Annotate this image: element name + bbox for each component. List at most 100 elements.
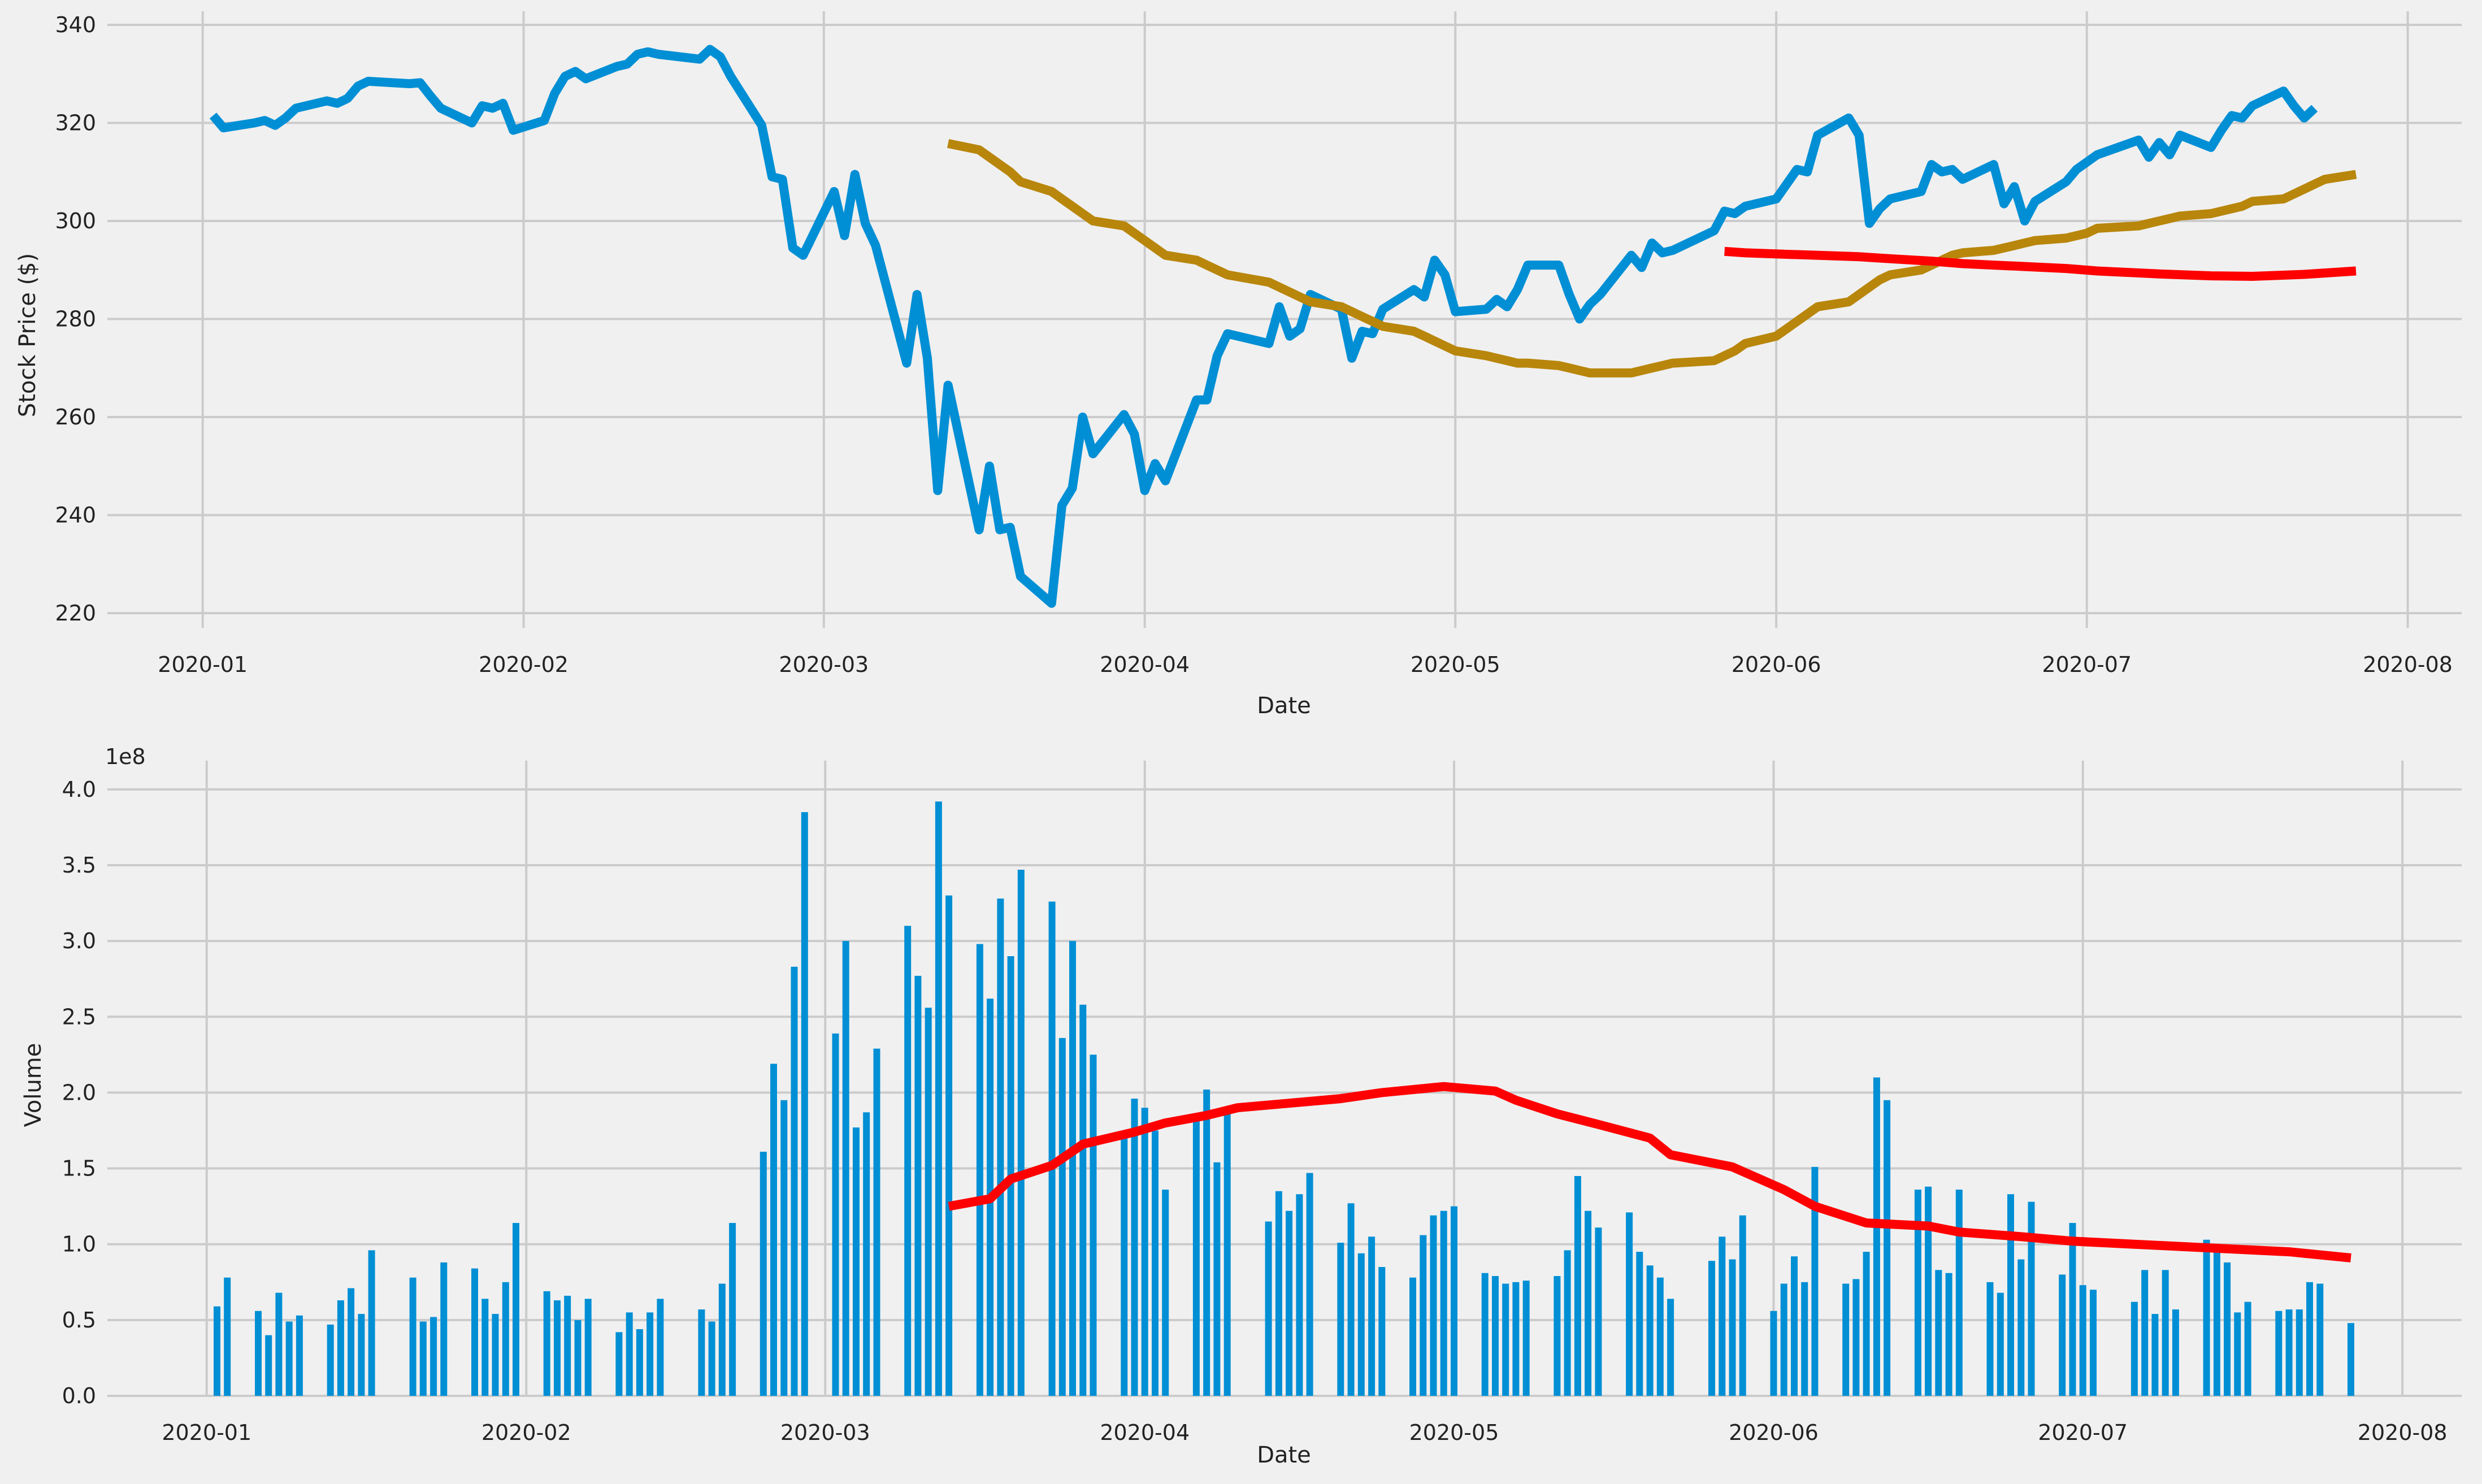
price-x-tick-label: 2020-07 — [2042, 652, 2132, 677]
volume-bar — [646, 1312, 654, 1396]
vol-y-tick-label: 0.5 — [62, 1308, 96, 1333]
volume-bar — [1564, 1250, 1571, 1396]
price-y-tick-label: 340 — [55, 12, 96, 37]
volume-bar — [1770, 1311, 1777, 1396]
volume-bar — [791, 966, 798, 1396]
volume-bar — [2017, 1259, 2025, 1396]
volume-bar — [2213, 1250, 2220, 1396]
volume-bar — [1121, 1133, 1128, 1396]
volume-bar — [1357, 1253, 1365, 1396]
volume-grid — [107, 761, 2462, 1397]
price-x-ticks: 2020-01 2020-02 2020-03 2020-04 2020-05 2020-… — [158, 652, 2453, 677]
volume-bar — [780, 1100, 788, 1396]
volume-bar — [1069, 941, 1076, 1396]
volume-bar — [440, 1262, 448, 1396]
volume-bar — [1945, 1273, 1952, 1396]
volume-bar — [1265, 1221, 1272, 1396]
price-x-tick-label: 2020-01 — [158, 652, 248, 677]
volume-bar — [1141, 1108, 1148, 1396]
volume-bar — [636, 1329, 643, 1396]
volume-bar — [275, 1292, 283, 1396]
vol-y-tick-label: 3.0 — [62, 928, 96, 953]
volume-bar — [296, 1315, 303, 1396]
volume-bar — [214, 1306, 220, 1396]
volume-bar — [2141, 1270, 2149, 1396]
volume-bar — [337, 1300, 344, 1396]
volume-bar — [2007, 1194, 2014, 1396]
price-y-tick-label: 220 — [55, 601, 96, 626]
volume-bar — [2234, 1312, 2241, 1396]
volume-bar — [1522, 1281, 1530, 1396]
volume-bar — [945, 895, 953, 1396]
volume-bar — [1440, 1210, 1447, 1396]
volume-bar — [1595, 1227, 1602, 1396]
volume-bar — [1409, 1277, 1416, 1396]
volume-bar — [1058, 1038, 1066, 1396]
volume-y-axis-label: Volume — [20, 1043, 46, 1127]
volume-bar — [2090, 1290, 2097, 1396]
volume-bar — [513, 1223, 519, 1396]
volume-bar — [1852, 1279, 1860, 1396]
volume-y-ticks: 0.0 0.5 1.0 1.5 2.0 2.5 3.0 3.5 4.0 — [62, 777, 96, 1408]
volume-bar — [2162, 1270, 2169, 1396]
volume-bar — [265, 1335, 272, 1396]
volume-scale-label: 1e8 — [105, 744, 146, 769]
volume-bar — [1574, 1176, 1581, 1396]
price-x-tick-label: 2020-03 — [779, 652, 869, 677]
volume-bar — [2275, 1311, 2283, 1396]
volume-bar — [2224, 1262, 2231, 1396]
volume-bar — [419, 1321, 427, 1396]
volume-bar — [1213, 1162, 1221, 1396]
volume-bar — [1502, 1283, 1509, 1396]
volume-bar — [1955, 1190, 1963, 1396]
price-y-ticks: 220 240 260 280 300 320 340 — [55, 12, 96, 626]
volume-bar — [574, 1320, 582, 1396]
volume-bar — [430, 1317, 437, 1396]
volume-bar — [1708, 1261, 1715, 1396]
price-x-tick-label: 2020-06 — [1732, 652, 1821, 677]
volume-bar — [1131, 1099, 1138, 1396]
volume-bar — [1997, 1292, 2004, 1396]
vol-x-tick-label: 2020-06 — [1729, 1420, 1819, 1445]
volume-bar — [2151, 1314, 2159, 1396]
volume-bar — [904, 926, 912, 1396]
price-y-tick-label: 260 — [55, 405, 96, 429]
volume-bar — [1791, 1256, 1798, 1396]
vol-y-tick-label: 2.5 — [62, 1004, 96, 1029]
volume-bar — [615, 1332, 623, 1396]
price-x-tick-label: 2020-02 — [479, 652, 569, 677]
volume-bar — [1729, 1259, 1736, 1396]
volume-bar — [997, 899, 1004, 1396]
price-x-axis-label: Date — [1257, 693, 1311, 719]
volume-bar — [801, 812, 808, 1396]
volume-bar — [1935, 1270, 1942, 1396]
volume-bar — [1347, 1203, 1355, 1396]
price-y-tick-label: 280 — [55, 306, 96, 331]
vol-x-tick-label: 2020-03 — [780, 1420, 870, 1445]
volume-bar — [2079, 1285, 2086, 1396]
volume-bar — [1286, 1210, 1293, 1396]
volume-bar — [1801, 1282, 1808, 1396]
volume-bar — [481, 1299, 489, 1396]
volume-bar — [348, 1288, 355, 1396]
volume-bar — [698, 1309, 705, 1396]
volume-bar — [1368, 1236, 1375, 1396]
price-x-tick-label: 2020-05 — [1411, 652, 1500, 677]
volume-bar — [853, 1127, 860, 1396]
price-y-tick-label: 300 — [55, 209, 96, 233]
volume-bar — [1636, 1252, 1643, 1396]
volume-bar — [1842, 1283, 1850, 1396]
vol-x-tick-label: 2020-02 — [481, 1420, 571, 1445]
volume-bar — [1152, 1130, 1158, 1396]
vol-y-tick-label: 1.0 — [62, 1232, 96, 1257]
vol-x-tick-label: 2020-07 — [2038, 1420, 2128, 1445]
volume-bar — [873, 1048, 880, 1396]
volume-bar — [976, 944, 983, 1396]
volume-x-ticks: 2020-01 2020-02 2020-03 2020-04 2020-05 2020-… — [162, 1420, 2447, 1445]
volume-bar — [626, 1312, 633, 1396]
volume-bar — [914, 975, 922, 1396]
volume-bar — [708, 1321, 715, 1396]
volume-bar — [1420, 1235, 1427, 1396]
volume-bar — [1162, 1190, 1169, 1396]
